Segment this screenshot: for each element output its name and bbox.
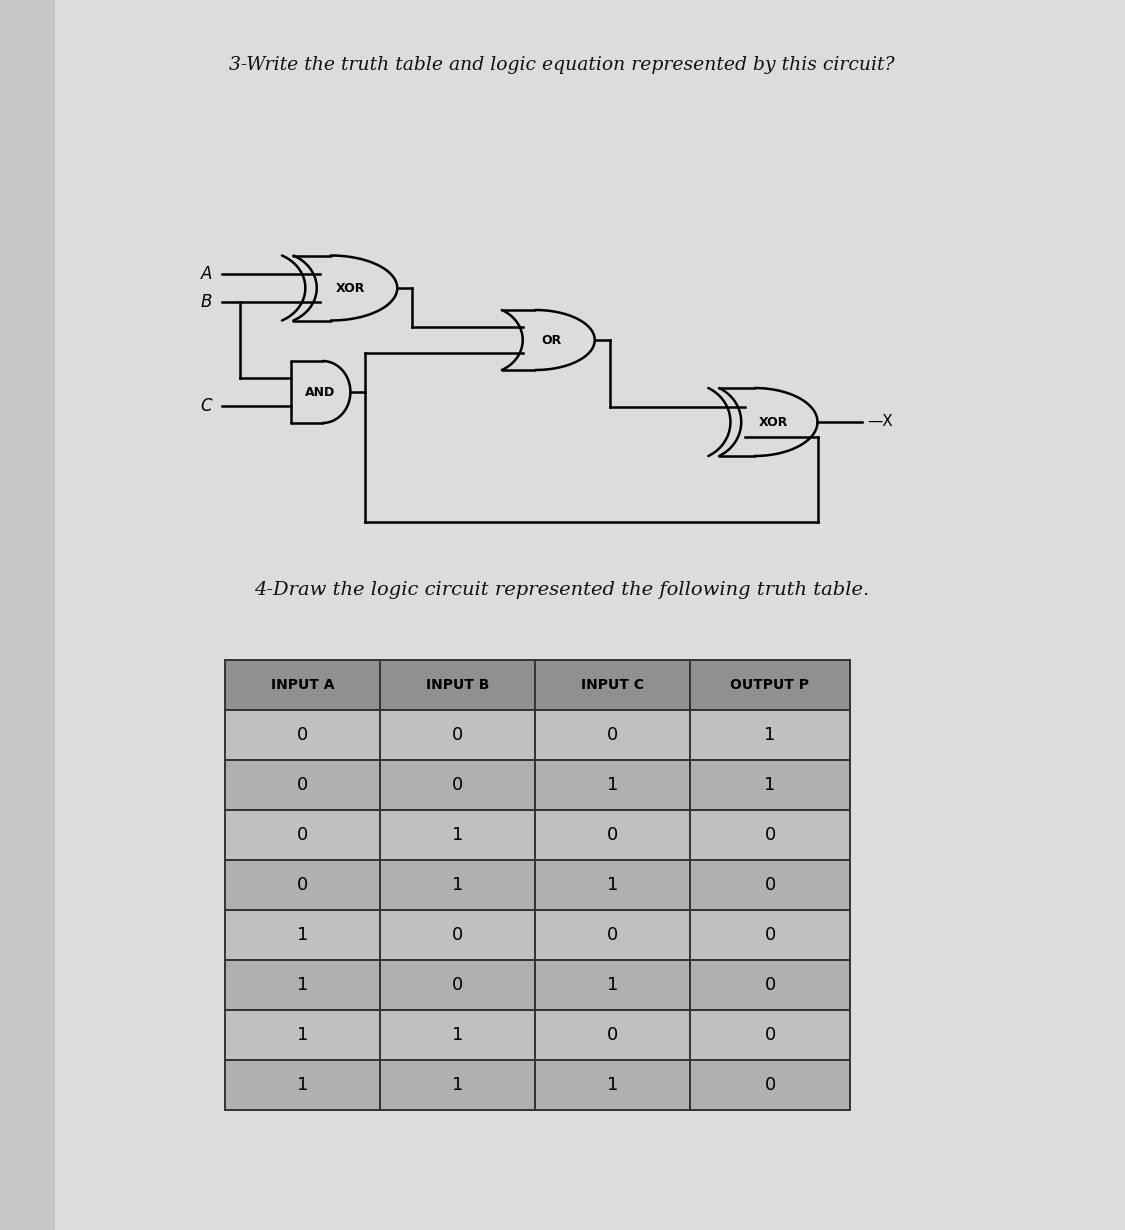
Text: 0: 0 xyxy=(764,926,775,943)
Bar xyxy=(380,661,536,710)
Bar xyxy=(536,1060,690,1109)
Text: 0: 0 xyxy=(764,827,775,844)
Text: 1: 1 xyxy=(452,876,463,894)
Text: 1: 1 xyxy=(452,827,463,844)
Bar xyxy=(225,760,380,811)
Text: B: B xyxy=(200,293,212,311)
Text: INPUT B: INPUT B xyxy=(425,678,489,692)
Bar xyxy=(380,710,536,760)
Text: 1: 1 xyxy=(452,1026,463,1044)
Bar xyxy=(380,811,536,860)
Text: 0: 0 xyxy=(606,827,618,844)
Bar xyxy=(536,860,690,910)
Bar xyxy=(690,1060,850,1109)
Text: 1: 1 xyxy=(606,876,619,894)
Bar xyxy=(380,760,536,811)
Text: —X: —X xyxy=(867,415,893,429)
Bar xyxy=(225,811,380,860)
Bar xyxy=(536,760,690,811)
Bar xyxy=(690,811,850,860)
Text: 0: 0 xyxy=(764,1076,775,1093)
Bar xyxy=(380,1060,536,1109)
Bar xyxy=(536,959,690,1010)
Text: XOR: XOR xyxy=(335,282,364,294)
Text: INPUT C: INPUT C xyxy=(580,678,643,692)
Bar xyxy=(690,760,850,811)
Text: 0: 0 xyxy=(764,876,775,894)
Text: 4-Draw the logic circuit represented the following truth table.: 4-Draw the logic circuit represented the… xyxy=(254,581,870,599)
Text: C: C xyxy=(200,396,212,415)
Text: OR: OR xyxy=(541,333,561,347)
Bar xyxy=(225,1010,380,1060)
Text: 1: 1 xyxy=(297,1026,308,1044)
Bar xyxy=(380,1010,536,1060)
Text: 0: 0 xyxy=(297,776,308,795)
Text: AND: AND xyxy=(305,385,335,399)
Bar xyxy=(690,661,850,710)
Bar xyxy=(536,710,690,760)
Bar xyxy=(536,1010,690,1060)
Text: 1: 1 xyxy=(297,975,308,994)
Text: 1: 1 xyxy=(297,926,308,943)
Bar xyxy=(690,959,850,1010)
Text: 0: 0 xyxy=(297,827,308,844)
Bar xyxy=(690,910,850,959)
Text: 0: 0 xyxy=(764,1026,775,1044)
Text: 3-Write the truth table and logic equation represented by this circuit?: 3-Write the truth table and logic equati… xyxy=(229,57,894,74)
Text: XOR: XOR xyxy=(758,416,787,428)
Text: 1: 1 xyxy=(764,726,776,744)
Text: 1: 1 xyxy=(606,1076,619,1093)
Text: OUTPUT P: OUTPUT P xyxy=(730,678,810,692)
Bar xyxy=(225,710,380,760)
Text: 0: 0 xyxy=(297,726,308,744)
Text: INPUT A: INPUT A xyxy=(271,678,334,692)
Bar xyxy=(690,860,850,910)
Text: 0: 0 xyxy=(297,876,308,894)
Text: 0: 0 xyxy=(452,726,463,744)
Text: 1: 1 xyxy=(452,1076,463,1093)
Bar xyxy=(380,860,536,910)
Text: 0: 0 xyxy=(452,926,463,943)
Text: 1: 1 xyxy=(297,1076,308,1093)
Bar xyxy=(380,910,536,959)
Bar xyxy=(380,959,536,1010)
Text: 0: 0 xyxy=(452,975,463,994)
Bar xyxy=(225,910,380,959)
Bar xyxy=(225,860,380,910)
Bar xyxy=(225,959,380,1010)
Bar xyxy=(225,1060,380,1109)
Text: 0: 0 xyxy=(452,776,463,795)
Text: 0: 0 xyxy=(606,926,618,943)
Bar xyxy=(690,1010,850,1060)
Text: 1: 1 xyxy=(764,776,776,795)
Bar xyxy=(225,661,380,710)
Bar xyxy=(536,811,690,860)
Text: 0: 0 xyxy=(606,726,618,744)
Text: 0: 0 xyxy=(606,1026,618,1044)
Text: 0: 0 xyxy=(764,975,775,994)
Text: 1: 1 xyxy=(606,975,619,994)
Bar xyxy=(536,661,690,710)
Bar xyxy=(536,910,690,959)
Bar xyxy=(690,710,850,760)
Text: 1: 1 xyxy=(606,776,619,795)
Text: A: A xyxy=(200,264,212,283)
